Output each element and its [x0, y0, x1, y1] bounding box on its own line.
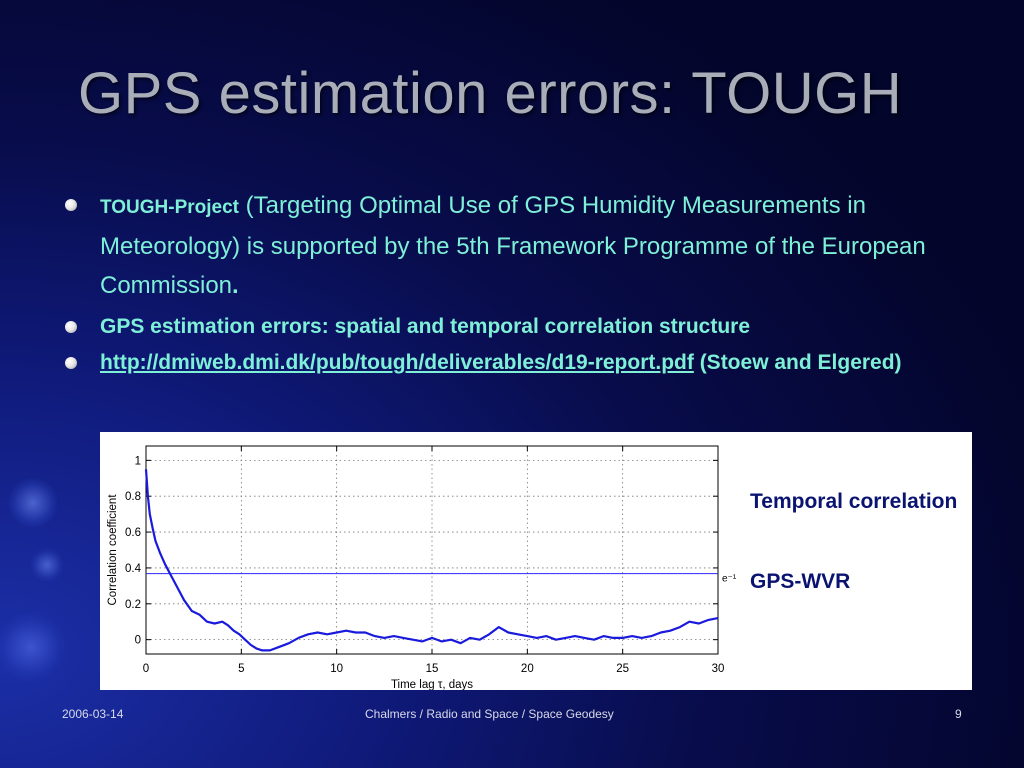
bullet-dot-icon: [65, 321, 77, 333]
report-authors: (Stoew and Elgered): [693, 351, 902, 374]
background-orb: [0, 612, 66, 682]
bullet-list: TOUGH-Project (Targeting Optimal Use of …: [62, 186, 982, 383]
project-description-period: .: [232, 272, 239, 299]
correlation-chart: 0 5 10 15 20 25 30 0 0.2 0.4 0.6 0.8 1 e⁻¹ Time lag …: [107, 445, 737, 690]
project-description: (Targeting Optimal Use of GPS Humidity M…: [100, 192, 926, 299]
chart-panel: 0 5 10 15 20 25 30 0 0.2 0.4 0.6 0.8 1 e⁻¹ Time lag …: [100, 432, 972, 690]
footer-affiliation: Chalmers / Radio and Space / Space Geode…: [365, 707, 614, 721]
x-tick-label: 20: [521, 663, 534, 675]
series-line: [144, 469, 719, 652]
x-tick-label: 30: [712, 663, 725, 675]
axis-ticks: 0 5 10 15 20 25 30 0 0.2 0.4 0.6 0.8 1: [125, 446, 724, 675]
gps-wvr-label: GPS-WVR: [750, 570, 851, 593]
y-tick-label: 0.2: [125, 599, 141, 611]
y-tick-label: 0.6: [125, 527, 141, 539]
x-axis-label: Time lag τ, days: [391, 679, 473, 690]
report-link[interactable]: http://dmiweb.dmi.dk/pub/tough/deliverab…: [100, 351, 694, 374]
chart-grid: [146, 446, 718, 654]
background-orb: [8, 478, 58, 528]
x-tick-label: 0: [143, 663, 149, 675]
bullet-item: GPS estimation errors: spatial and tempo…: [62, 311, 982, 343]
x-tick-label: 25: [616, 663, 629, 675]
bullet-item: TOUGH-Project (Targeting Optimal Use of …: [62, 186, 982, 305]
bullet-dot-icon: [65, 357, 77, 369]
bullet-item: http://dmiweb.dmi.dk/pub/tough/deliverab…: [62, 347, 982, 379]
footer-page-number: 9: [955, 707, 962, 721]
bullet-text: GPS estimation errors: spatial and tempo…: [100, 315, 751, 338]
x-tick-label: 10: [330, 663, 343, 675]
y-tick-label: 0: [135, 635, 141, 647]
temporal-correlation-label: Temporal correlation: [750, 490, 958, 513]
y-tick-label: 0.8: [125, 491, 141, 503]
bullet-dot-icon: [65, 199, 77, 211]
slide-title: GPS estimation errors: TOUGH: [78, 61, 903, 126]
background-orb: [30, 548, 64, 582]
y-axis-label: Correlation coefficient: [107, 494, 119, 606]
x-tick-label: 15: [426, 663, 439, 675]
project-name: TOUGH-Project: [100, 197, 240, 218]
reference-line-label: e⁻¹: [722, 574, 737, 585]
footer-date: 2006-03-14: [62, 707, 124, 721]
x-tick-label: 5: [238, 663, 244, 675]
y-tick-label: 1: [135, 455, 141, 467]
y-tick-label: 0.4: [125, 563, 142, 575]
